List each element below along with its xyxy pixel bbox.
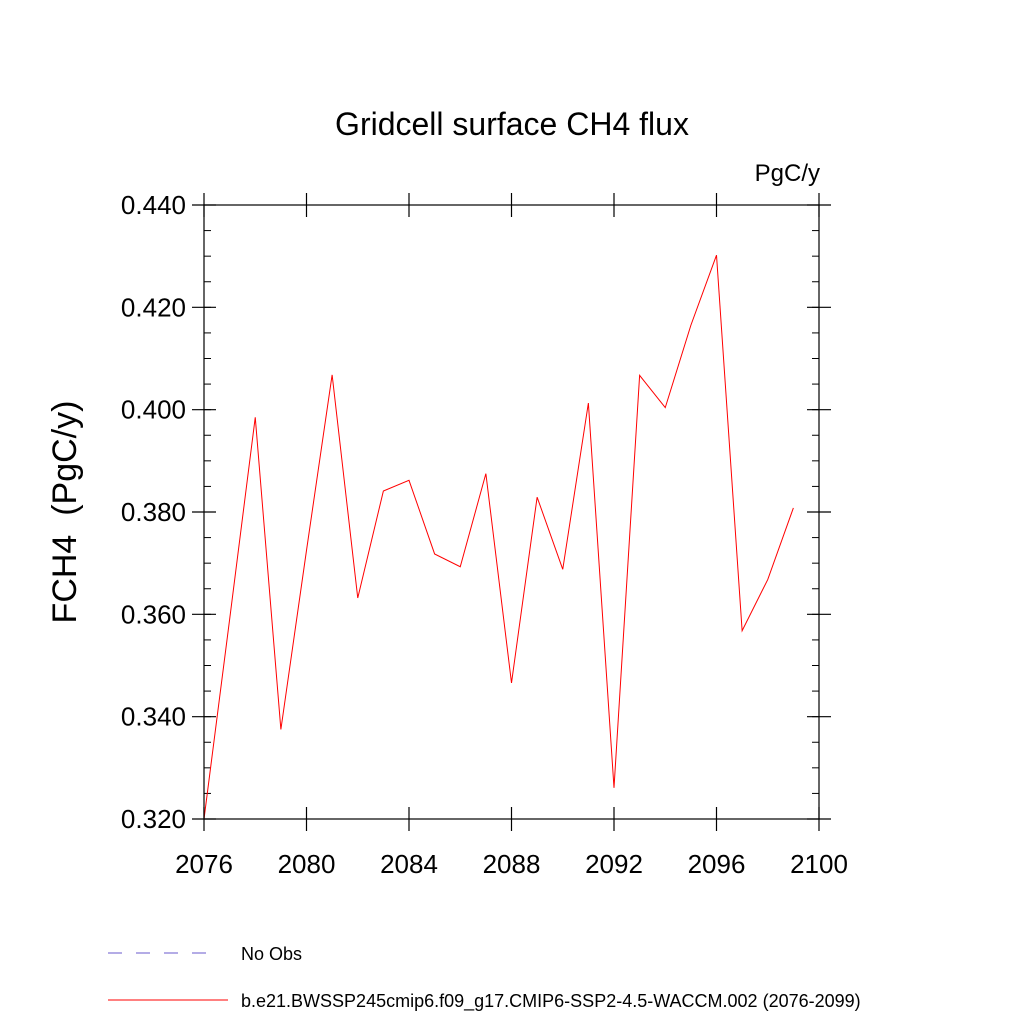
data-point xyxy=(280,729,282,731)
series-line-waccm xyxy=(203,254,794,820)
y-major-ticks xyxy=(192,204,831,820)
data-point xyxy=(716,254,718,256)
legend: No Obs b.e21.BWSSP245cmip6.f09_g17.CMIP6… xyxy=(108,944,861,1012)
series-points xyxy=(203,254,794,819)
y-tick-label: 0.440 xyxy=(121,190,186,220)
x-tick-labels: 2076 2080 2084 2088 2092 2096 2100 xyxy=(175,849,848,879)
y-tick-label: 0.420 xyxy=(121,292,186,322)
y-tick-label: 0.400 xyxy=(121,395,186,425)
x-tick-label: 2076 xyxy=(175,849,233,879)
x-tick-label: 2096 xyxy=(688,849,746,879)
data-point xyxy=(690,324,692,326)
data-point xyxy=(536,496,538,498)
x-tick-label: 2080 xyxy=(278,849,336,879)
data-point xyxy=(306,550,308,552)
data-point xyxy=(613,787,615,789)
data-point xyxy=(485,473,487,475)
x-tick-label: 2100 xyxy=(790,849,848,879)
data-point xyxy=(331,374,333,376)
units-label: PgC/y xyxy=(755,160,820,187)
data-point xyxy=(767,579,769,581)
y-tick-label: 0.320 xyxy=(121,804,186,834)
data-point xyxy=(562,569,564,571)
data-point xyxy=(383,490,385,492)
y-minor-ticks xyxy=(204,204,819,820)
data-point xyxy=(229,619,231,621)
data-point xyxy=(357,597,359,599)
plot-frame xyxy=(203,204,820,820)
legend-label-no-obs: No Obs xyxy=(241,944,302,964)
data-point xyxy=(254,417,256,419)
y-axis-label: FCH4 (PgC/y) xyxy=(46,401,84,624)
y-tick-label: 0.360 xyxy=(121,599,186,629)
y-tick-labels: 0.320 0.340 0.360 0.380 0.400 0.420 0.440 xyxy=(121,190,186,834)
data-point xyxy=(408,479,410,481)
x-ticks xyxy=(203,193,820,831)
data-point xyxy=(459,566,461,568)
data-point xyxy=(639,375,641,377)
chart-title: Gridcell surface CH4 flux xyxy=(335,106,689,142)
legend-label-waccm: b.e21.BWSSP245cmip6.f09_g17.CMIP6-SSP2-4… xyxy=(241,991,861,1012)
data-point xyxy=(588,402,590,404)
data-point xyxy=(741,630,743,632)
data-point xyxy=(434,553,436,555)
data-point xyxy=(793,507,795,509)
y-tick-label: 0.380 xyxy=(121,497,186,527)
data-point xyxy=(511,682,513,684)
x-tick-label: 2088 xyxy=(483,849,541,879)
x-tick-label: 2084 xyxy=(380,849,438,879)
data-point xyxy=(664,407,666,409)
y-tick-label: 0.340 xyxy=(121,702,186,732)
x-tick-label: 2092 xyxy=(585,849,643,879)
